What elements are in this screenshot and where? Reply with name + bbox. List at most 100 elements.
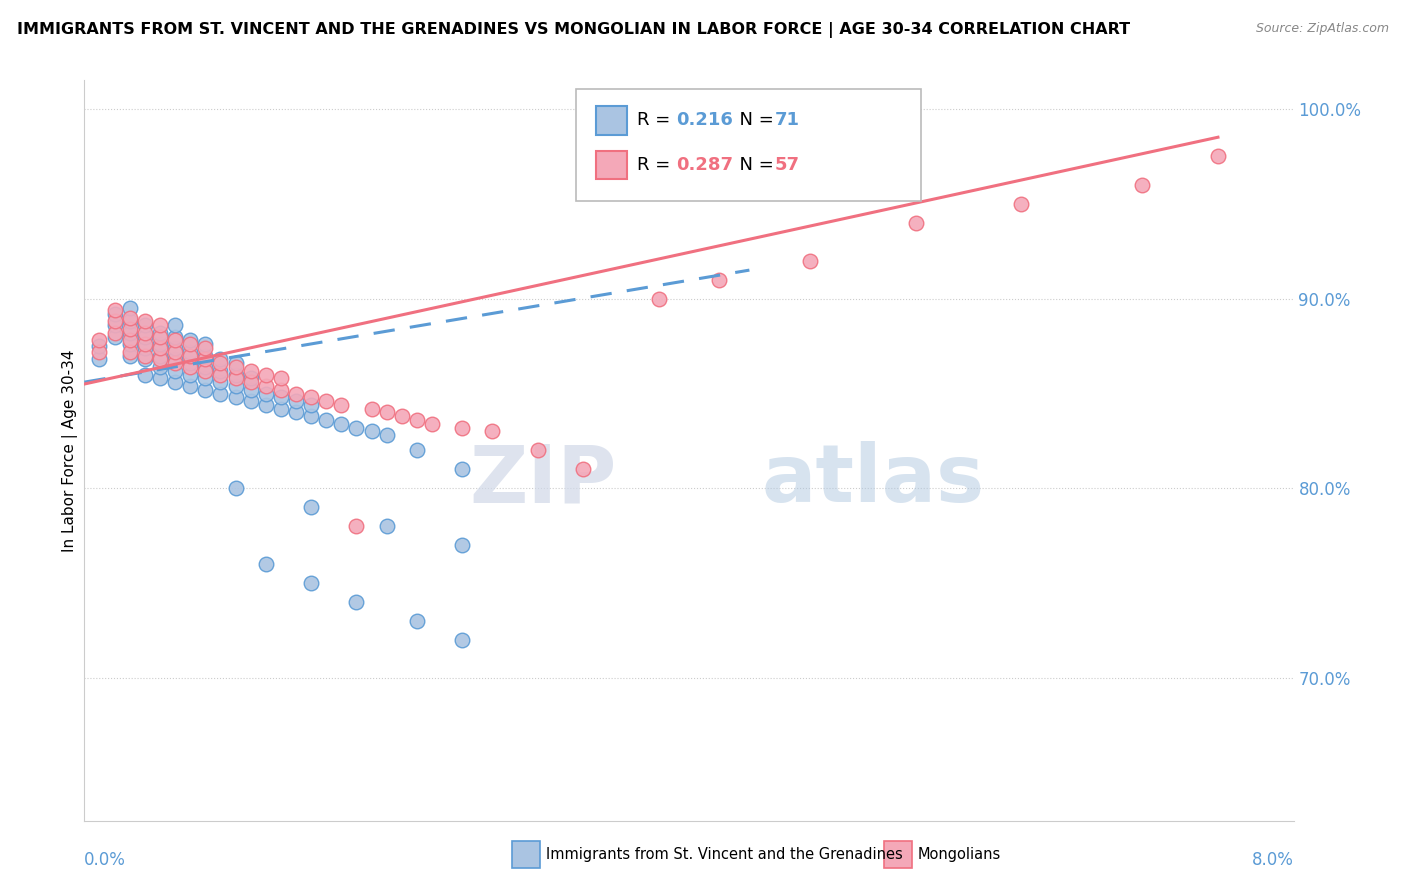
Point (104, 303, 127, 318)
Point (104, 326, 127, 340)
Point (194, 383, 217, 397)
Point (118, 314, 141, 328)
Point (209, 364, 232, 378)
Point (391, 409, 413, 424)
Point (118, 301, 141, 315)
Point (254, 368, 277, 382)
Point (194, 352, 217, 367)
Point (572, 462, 595, 476)
Text: R =: R = (637, 112, 676, 129)
Text: atlas: atlas (762, 441, 984, 519)
Point (134, 368, 156, 382)
Point (254, 379, 277, 393)
Point (270, 390, 292, 404)
Text: 57: 57 (775, 156, 800, 174)
Point (134, 341, 156, 355)
Point (285, 386, 308, 401)
Point (225, 371, 247, 385)
Y-axis label: In Labor Force | Age 30-34: In Labor Force | Age 30-34 (62, 349, 79, 552)
Text: 8.0%: 8.0% (1251, 851, 1294, 869)
Point (299, 576, 322, 591)
Point (134, 337, 156, 351)
Point (118, 349, 141, 363)
Point (194, 371, 217, 385)
Point (104, 318, 127, 333)
Point (451, 462, 474, 476)
Point (360, 401, 382, 416)
Point (104, 329, 127, 343)
Point (118, 326, 141, 340)
Point (239, 364, 262, 378)
Point (315, 394, 337, 409)
Point (285, 394, 308, 409)
Point (89, 344, 111, 359)
Point (451, 538, 474, 552)
Point (118, 337, 141, 351)
Point (375, 405, 398, 419)
Point (149, 359, 172, 374)
Point (179, 379, 201, 393)
Text: R =: R = (637, 156, 676, 174)
Point (209, 356, 232, 370)
Point (239, 371, 262, 385)
Point (406, 413, 429, 427)
Point (118, 344, 141, 359)
Text: N =: N = (728, 112, 780, 129)
Point (165, 318, 187, 333)
Point (165, 356, 187, 370)
Point (179, 334, 201, 348)
Text: 0.287: 0.287 (676, 156, 734, 174)
Point (799, 253, 821, 268)
Point (89, 352, 111, 367)
Point (149, 352, 172, 367)
Point (1206, 149, 1229, 163)
Point (179, 337, 201, 351)
Point (209, 368, 232, 382)
Point (165, 364, 187, 378)
Point (118, 310, 141, 325)
Point (134, 326, 156, 340)
Point (89, 339, 111, 353)
Point (239, 383, 262, 397)
Point (299, 398, 322, 412)
Point (134, 352, 156, 367)
Point (179, 344, 201, 359)
Point (420, 417, 443, 431)
Point (254, 558, 277, 572)
Point (165, 341, 187, 355)
Point (209, 386, 232, 401)
Point (375, 519, 398, 533)
Text: ZIP: ZIP (470, 441, 616, 519)
Point (149, 318, 172, 333)
Point (375, 428, 398, 442)
Text: Source: ZipAtlas.com: Source: ZipAtlas.com (1256, 22, 1389, 36)
Point (104, 307, 127, 321)
Point (134, 314, 156, 328)
Point (179, 359, 201, 374)
Point (104, 314, 127, 328)
Text: IMMIGRANTS FROM ST. VINCENT AND THE GRENADINES VS MONGOLIAN IN LABOR FORCE | AGE: IMMIGRANTS FROM ST. VINCENT AND THE GREN… (17, 22, 1130, 38)
Point (225, 368, 247, 382)
Point (270, 401, 292, 416)
Point (225, 359, 247, 374)
Point (299, 409, 322, 424)
Point (346, 595, 368, 609)
Point (285, 405, 308, 419)
Point (134, 349, 156, 363)
Text: N =: N = (728, 156, 780, 174)
Point (165, 352, 187, 367)
Text: 0.0%: 0.0% (84, 851, 127, 869)
Point (118, 322, 141, 336)
Point (209, 375, 232, 389)
Point (134, 329, 156, 343)
Point (179, 349, 201, 363)
Point (648, 292, 671, 306)
Point (527, 443, 550, 458)
Point (315, 413, 337, 427)
Point (165, 344, 187, 359)
Point (904, 216, 927, 230)
Point (149, 341, 172, 355)
Point (1011, 196, 1033, 211)
Point (194, 337, 217, 351)
Text: Immigrants from St. Vincent and the Grenadines: Immigrants from St. Vincent and the Gren… (546, 847, 903, 862)
